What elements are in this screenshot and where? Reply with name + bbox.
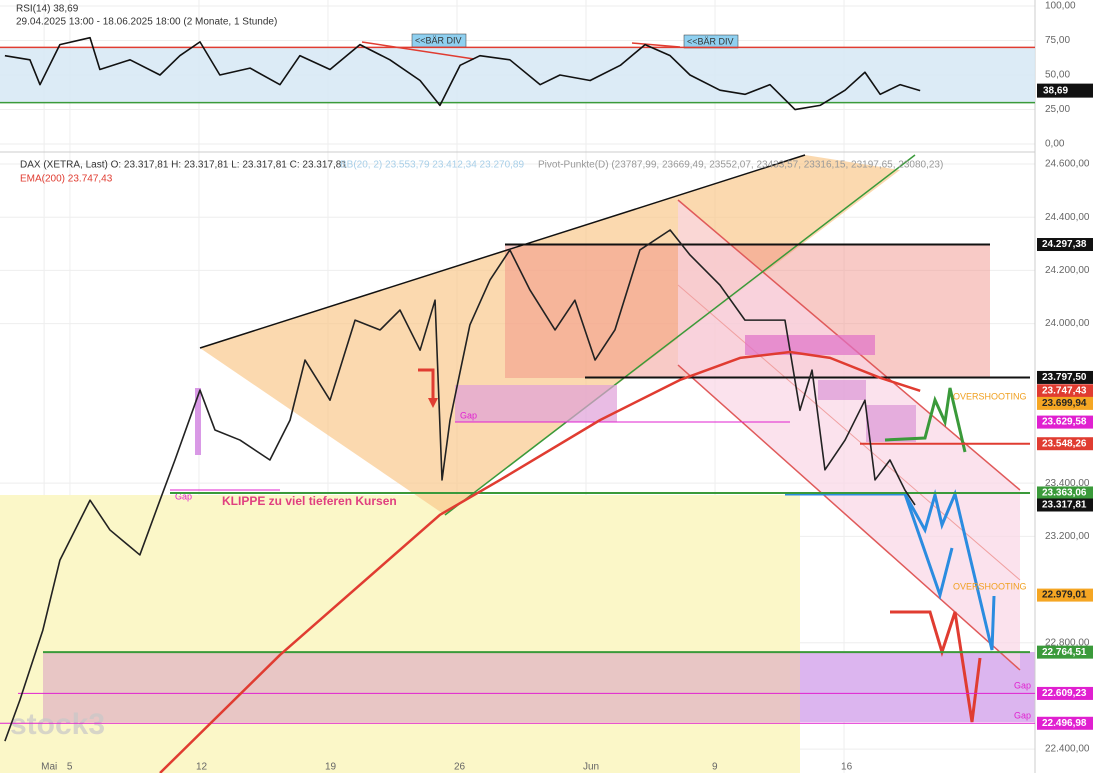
y-tick-label: 23.200,00	[1045, 531, 1090, 542]
price-label-box	[1037, 486, 1093, 500]
y-tick-label: 24.200,00	[1045, 265, 1090, 276]
arrow	[418, 368, 435, 402]
annotation: <<BÄR DIV	[415, 35, 462, 45]
price-label: 23.797,50	[1042, 372, 1087, 383]
price-label: 23.317,81	[1042, 500, 1087, 511]
y-tick-label: 24.600,00	[1045, 159, 1090, 170]
last-label: 38,69	[1043, 85, 1068, 96]
x-tick-label: 9	[712, 762, 718, 773]
indicator: BB(20, 2) 23.553,79 23.412,34 23.270,89	[340, 160, 524, 171]
y-tick-label: 24.000,00	[1045, 318, 1090, 329]
gap-label: Gap	[175, 491, 192, 501]
zone-magenta	[818, 380, 866, 400]
price-label: 22.764,51	[1042, 647, 1087, 658]
y-tick-label: 75,00	[1045, 35, 1070, 46]
series-line	[4, 229, 916, 742]
price-label-box	[1037, 588, 1093, 602]
y-tick-label: 24.400,00	[1045, 212, 1090, 223]
x-tick-label: 12	[196, 762, 208, 773]
drawings	[0, 0, 1036, 773]
x-tick-label: 19	[325, 762, 337, 773]
x-tick-label: 16	[841, 762, 853, 773]
price-label: 23.699,94	[1042, 398, 1087, 409]
y-tick-label: 23.400,00	[1045, 478, 1090, 489]
zone-magenta	[195, 388, 201, 455]
divergence-line	[631, 42, 681, 48]
channel	[678, 200, 1020, 670]
arrow	[903, 489, 996, 651]
rsi-title: RSI(14) 38,69	[16, 4, 79, 15]
y-tick-label: 25,00	[1045, 104, 1070, 115]
zone-pink	[43, 652, 800, 722]
y-tick-label: 100,00	[1045, 1, 1076, 12]
price-label: 23.363,06	[1042, 488, 1087, 499]
last-label-box	[1037, 83, 1093, 98]
annotation: <<BÄR DIV	[687, 36, 734, 46]
channel-line	[677, 364, 1021, 671]
zone-gap	[455, 385, 617, 422]
price-label-box	[1037, 370, 1093, 384]
series-line	[4, 36, 921, 111]
y-tick-label: 22.400,00	[1045, 744, 1090, 755]
zone-magenta	[745, 335, 875, 355]
price-label-box	[1037, 645, 1093, 659]
x-tick-label: 5	[67, 762, 73, 773]
price-label-box	[1037, 437, 1093, 451]
price-label: 23.629,58	[1042, 417, 1087, 428]
zone-purple	[800, 652, 1035, 722]
arrow	[884, 387, 967, 453]
trend-line	[444, 154, 916, 516]
price-label: 22.609,23	[1042, 688, 1087, 699]
price-label-box	[1037, 396, 1093, 410]
annotation: OVERSHOOTING	[953, 581, 1027, 591]
y-tick-label: 50,00	[1045, 70, 1070, 81]
arrow	[785, 492, 954, 601]
price-label-box	[1037, 415, 1093, 429]
price-label: 23.548,26	[1042, 438, 1087, 449]
price-label-box	[1037, 716, 1093, 730]
price-label: 23.747,43	[1042, 385, 1087, 396]
price-label-box	[1037, 686, 1093, 700]
zone-magenta	[866, 405, 916, 442]
zone-yellow	[0, 495, 800, 773]
price-label: 24.297,38	[1042, 239, 1087, 250]
x-tick-label: 26	[454, 762, 466, 773]
legend-entry: EMA(200) 23.747,43	[20, 174, 113, 185]
gap-label: Gap	[1014, 680, 1031, 690]
price-label-box	[1037, 238, 1093, 252]
x-tick-label: Mai	[41, 762, 57, 773]
annotation: KLIPPE zu viel tieferen Kursen	[222, 494, 397, 508]
gap-label: Gap	[1014, 710, 1031, 720]
annotation: OVERSHOOTING	[953, 391, 1027, 401]
price-label: 22.979,01	[1042, 590, 1087, 601]
series-line	[159, 350, 921, 773]
x-tick-label: Jun	[583, 762, 599, 773]
watermark: stock3	[10, 708, 105, 741]
y-tick-label: 22.800,00	[1045, 637, 1090, 648]
price-label: 22.496,98	[1042, 718, 1087, 729]
y-tick-label: 0,00	[1045, 139, 1065, 150]
arrow-head	[428, 398, 438, 408]
trend-line	[199, 154, 806, 349]
divergence-line	[361, 41, 475, 60]
arrow	[890, 610, 982, 723]
price-title: DAX (XETRA, Last) O: 23.317,81 H: 23.317…	[20, 160, 347, 171]
indicator: Pivot-Punkte(D) (23787,99, 23669,49, 235…	[538, 160, 943, 171]
price-label-box	[1037, 384, 1093, 398]
rsi-subtitle: 29.04.2025 13:00 - 18.06.2025 18:00 (2 M…	[16, 17, 277, 28]
price-label-box	[1037, 498, 1093, 512]
gap-label: Gap	[460, 410, 477, 420]
